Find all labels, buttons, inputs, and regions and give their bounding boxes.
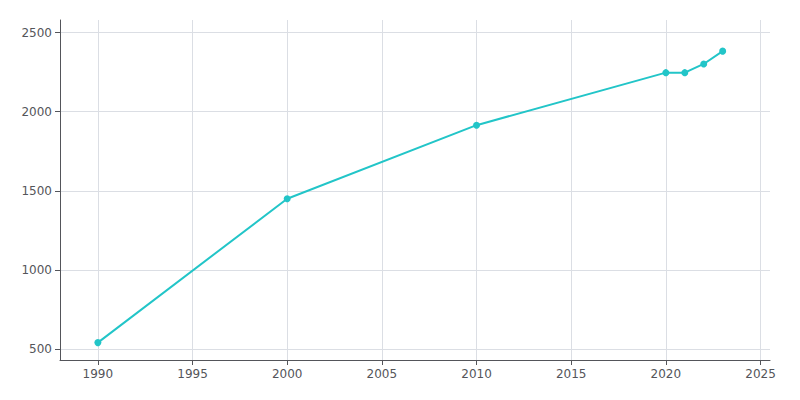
svg-text:2500: 2500 [21,26,52,40]
svg-text:1995: 1995 [177,367,208,381]
svg-text:2000: 2000 [272,367,303,381]
svg-text:2025: 2025 [745,367,776,381]
svg-text:1990: 1990 [83,367,114,381]
svg-text:2015: 2015 [556,367,587,381]
svg-text:2010: 2010 [461,367,492,381]
svg-text:2000: 2000 [21,105,52,119]
svg-text:2005: 2005 [367,367,398,381]
svg-text:500: 500 [29,342,52,356]
svg-text:2020: 2020 [651,367,682,381]
svg-text:1000: 1000 [21,263,52,277]
svg-text:1500: 1500 [21,184,52,198]
